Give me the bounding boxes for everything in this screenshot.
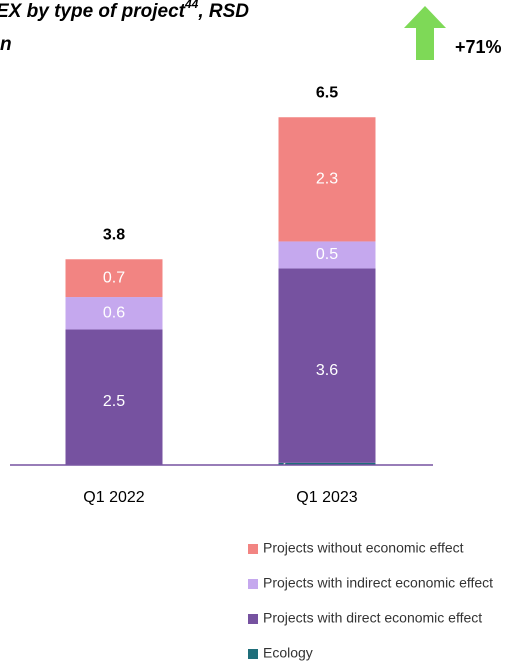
legend-swatch: [248, 544, 258, 554]
x-tick-label: Q1 2023: [296, 489, 357, 506]
bar-segment: [278, 268, 376, 463]
legend-label: Projects without economic effect: [263, 540, 464, 556]
data-label: 0.6: [103, 304, 125, 321]
legend-swatch: [248, 579, 258, 589]
data-label: 0.5: [316, 246, 338, 263]
total-label: 3.8: [103, 226, 125, 243]
data-label: 2.3: [316, 171, 338, 188]
bar-segment: [65, 297, 163, 330]
legend-label: Projects with indirect economic effect: [263, 575, 493, 591]
title-superscript: 44: [184, 0, 199, 11]
chart-title: n: [0, 34, 12, 55]
bar-segment: [278, 117, 376, 242]
annotation: +71%: [455, 37, 502, 57]
bar-segment: [65, 329, 163, 465]
bar-segment: [278, 462, 376, 465]
data-label: 3.6: [316, 362, 338, 379]
data-label: 2.5: [103, 393, 125, 410]
data-label: 0.7: [103, 269, 125, 286]
legend-swatch: [248, 649, 258, 659]
bar-segment: [65, 259, 163, 298]
bar-segment: [278, 241, 376, 269]
title-text: , RSD: [197, 1, 249, 22]
chart-title: EX by type of project44, RSD: [0, 0, 249, 22]
legend-label: Ecology: [263, 645, 313, 661]
legend-label: Projects with direct economic effect: [263, 610, 482, 626]
legend-swatch: [248, 614, 258, 624]
total-label: 6.5: [316, 84, 338, 101]
arrow-up: [404, 6, 446, 60]
x-tick-label: Q1 2022: [83, 489, 144, 506]
title-text: EX by type of project: [0, 1, 186, 22]
